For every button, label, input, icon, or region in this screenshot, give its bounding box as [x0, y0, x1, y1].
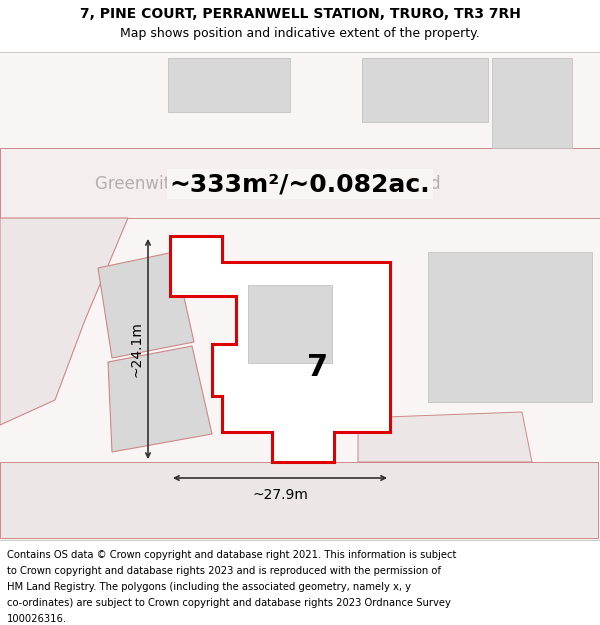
- Polygon shape: [248, 285, 332, 363]
- Polygon shape: [170, 236, 390, 462]
- Text: 7, PINE COURT, PERRANWELL STATION, TRURO, TR3 7RH: 7, PINE COURT, PERRANWELL STATION, TRURO…: [80, 7, 520, 21]
- Polygon shape: [0, 52, 600, 540]
- Text: 7: 7: [307, 354, 329, 382]
- Text: to Crown copyright and database rights 2023 and is reproduced with the permissio: to Crown copyright and database rights 2…: [7, 566, 441, 576]
- Text: nwith Road: nwith Road: [348, 175, 440, 193]
- Text: ~24.1m: ~24.1m: [130, 321, 144, 377]
- Polygon shape: [358, 412, 532, 462]
- Polygon shape: [98, 252, 194, 358]
- Text: Map shows position and indicative extent of the property.: Map shows position and indicative extent…: [120, 26, 480, 39]
- Polygon shape: [362, 58, 488, 122]
- Text: ~333m²/~0.082ac.: ~333m²/~0.082ac.: [170, 172, 430, 196]
- Text: co-ordinates) are subject to Crown copyright and database rights 2023 Ordnance S: co-ordinates) are subject to Crown copyr…: [7, 598, 451, 608]
- Text: Greenwith Ro: Greenwith Ro: [95, 175, 207, 193]
- Text: ~27.9m: ~27.9m: [252, 488, 308, 502]
- Polygon shape: [428, 252, 592, 402]
- Text: Contains OS data © Crown copyright and database right 2021. This information is : Contains OS data © Crown copyright and d…: [7, 550, 457, 560]
- Polygon shape: [168, 58, 290, 112]
- Polygon shape: [0, 462, 598, 538]
- Text: 100026316.: 100026316.: [7, 614, 67, 624]
- Polygon shape: [492, 58, 572, 148]
- Text: HM Land Registry. The polygons (including the associated geometry, namely x, y: HM Land Registry. The polygons (includin…: [7, 582, 411, 592]
- Polygon shape: [108, 346, 212, 452]
- Polygon shape: [0, 218, 128, 425]
- Polygon shape: [0, 148, 600, 218]
